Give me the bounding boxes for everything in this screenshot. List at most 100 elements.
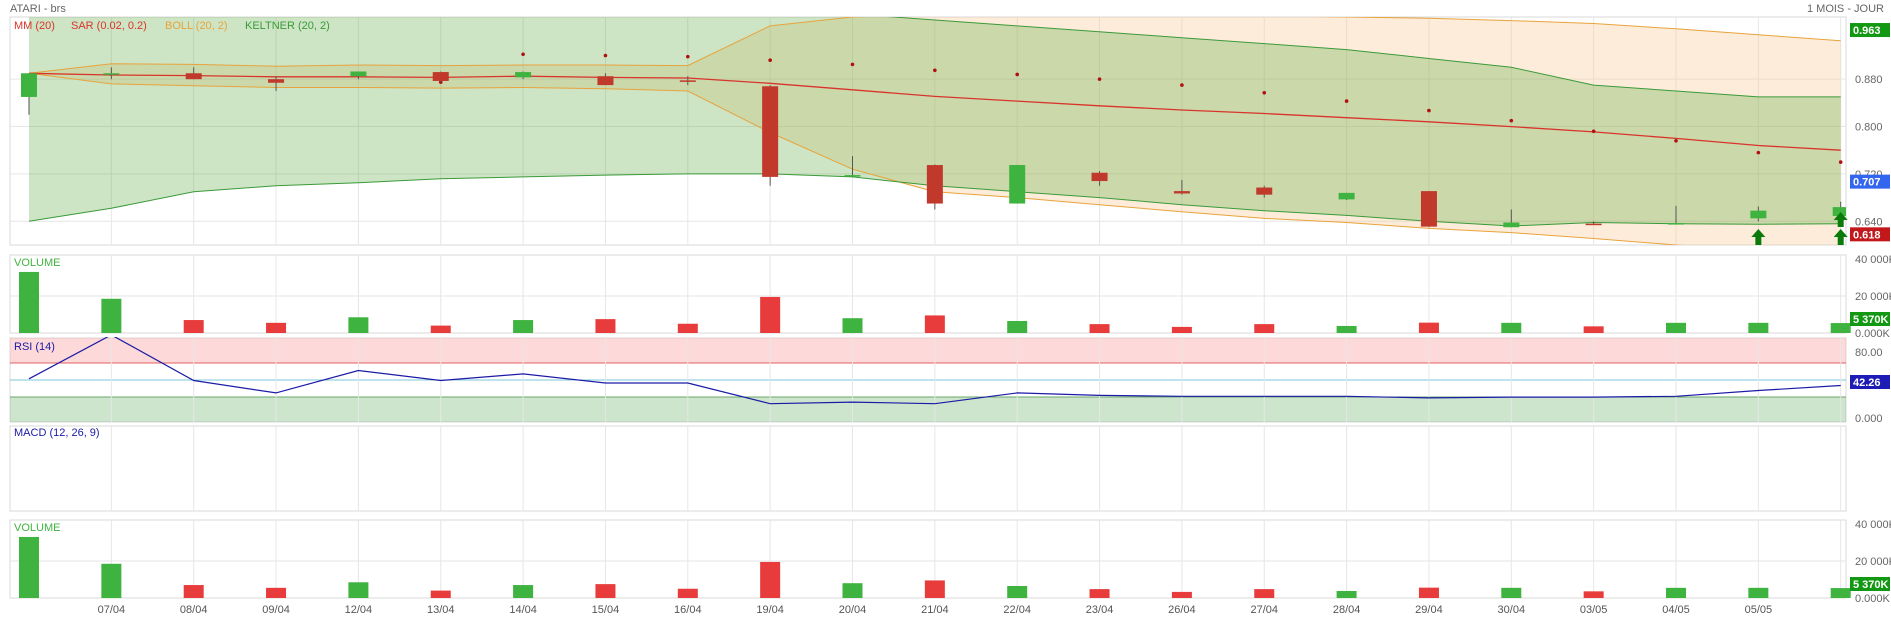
x-tick-label: 29/04 [1415, 604, 1443, 616]
candle-body [1256, 187, 1273, 195]
sar-dot [1262, 91, 1267, 95]
x-tick-label: 26/04 [1168, 604, 1196, 616]
candle-body [926, 165, 943, 204]
candle-body [185, 73, 202, 80]
volume-bar [1007, 320, 1028, 333]
legend-item[interactable]: BOLL (20, 2) [165, 20, 228, 32]
volume-bar [19, 536, 39, 598]
volume-bar [1583, 591, 1604, 598]
volume-bar [1089, 324, 1110, 333]
volume2-panel-y-tick: 40 000K [1855, 519, 1891, 531]
volume-bar [1418, 322, 1439, 333]
rsi-plot [28, 337, 1841, 405]
price-y-tick: 0.880 [1855, 74, 1883, 86]
rsi-y-tick: 0.000 [1855, 413, 1883, 425]
keltner-upper-line [886, 17, 1841, 98]
sar-dot [768, 58, 772, 63]
volume-bar [1007, 585, 1028, 598]
volume-bar [1254, 589, 1275, 598]
volume-bar [1830, 588, 1851, 598]
price-badge: 0.707 [1850, 174, 1890, 189]
candle-body [432, 72, 449, 81]
volume-bar [595, 584, 616, 598]
volume-bar [760, 296, 781, 333]
candle-body [268, 79, 285, 83]
volume-bar [513, 320, 534, 333]
buy-arrow-shape [1751, 229, 1766, 245]
volume-bar [1666, 322, 1686, 333]
legend-item[interactable]: SAR (0.02, 0.2) [71, 20, 147, 32]
legend-item[interactable]: KELTNER (20, 2) [245, 20, 330, 32]
volume-bar [348, 582, 369, 598]
volume-panel-y-tick: 20 000K [1855, 291, 1891, 303]
rsi-badge: 42.26 [1850, 375, 1890, 389]
candle-body [1585, 223, 1602, 226]
period-label[interactable]: 1 MOIS - JOUR [1807, 3, 1884, 15]
volume-bar [924, 580, 945, 598]
sar-dot [603, 53, 608, 58]
volume-bar [760, 561, 781, 598]
macd-title: MACD (12, 26, 9) [14, 427, 100, 439]
volume-bar [677, 588, 698, 598]
volume2-panel-y-tick: 0.000K [1855, 593, 1891, 605]
buy-arrow-icon [1751, 229, 1766, 245]
volume-bar [266, 587, 287, 598]
volume2-panel-vgrid [110, 520, 1842, 598]
sar-dot [933, 68, 937, 73]
volume-bar [1501, 322, 1522, 333]
volume-bar [513, 585, 534, 598]
volume-panel-y-tick: 0.000K [1855, 328, 1891, 340]
x-tick-label: 27/04 [1250, 604, 1278, 616]
volume2-panel-badge: 5 370K [1850, 577, 1890, 591]
macd-panel-frame [9, 425, 1847, 512]
price-badge-bg [1850, 23, 1890, 38]
candle-body [597, 76, 614, 86]
price-y-tick: 0.640 [1855, 216, 1883, 228]
volume-bar [183, 585, 204, 598]
volume-bar [101, 563, 122, 598]
price-badge-text: 0.707 [1853, 177, 1881, 189]
candle-body [679, 80, 696, 82]
sar-dot [850, 62, 855, 67]
x-tick-label: 04/05 [1662, 604, 1690, 616]
sar-dot [1344, 99, 1349, 103]
volume-bar [1830, 323, 1851, 333]
legend-item[interactable]: MM (20) [14, 20, 55, 32]
rsi-badge-text: 42.26 [1853, 377, 1881, 389]
price-badge-text: 0.963 [1853, 25, 1881, 37]
volume-bar [1171, 591, 1192, 598]
volume-panel-badge-bg [1850, 312, 1890, 326]
volume-bar [1336, 325, 1357, 333]
volume-bar [19, 271, 39, 333]
x-tick-label: 13/04 [427, 604, 455, 616]
volume2-panel-badge-bg [1850, 577, 1890, 591]
volume-bar [924, 315, 945, 333]
macd-vgrid [110, 426, 1842, 511]
candle-body [515, 72, 532, 78]
volume-bar [1418, 587, 1439, 598]
candle-body [1009, 165, 1026, 204]
volume-bar [1336, 590, 1357, 598]
x-tick-label: 05/05 [1745, 604, 1773, 616]
volume-bar [430, 325, 451, 333]
volume-bar [1748, 587, 1769, 598]
volume-bar [1583, 326, 1604, 333]
volume-bar [595, 319, 616, 333]
volume-bar [1171, 326, 1192, 333]
candle-body [1338, 192, 1355, 200]
volume-bar [1748, 322, 1769, 333]
sar-dot [1427, 108, 1431, 113]
x-tick-label: 28/04 [1333, 604, 1361, 616]
volume-panel-y-tick: 40 000K [1855, 254, 1891, 266]
candle-body [1503, 222, 1520, 228]
buy-arrow-icon [1833, 212, 1848, 227]
price-badge: 0.618 [1850, 227, 1890, 242]
sar-dot [1674, 138, 1678, 143]
sar-dot [1180, 83, 1184, 87]
x-tick-label: 15/04 [592, 604, 620, 616]
x-tick-label: 07/04 [98, 604, 126, 616]
volume-bar [1254, 324, 1275, 333]
rsi-badge-bg [1850, 375, 1890, 389]
buy-arrow-shape [1833, 212, 1848, 227]
